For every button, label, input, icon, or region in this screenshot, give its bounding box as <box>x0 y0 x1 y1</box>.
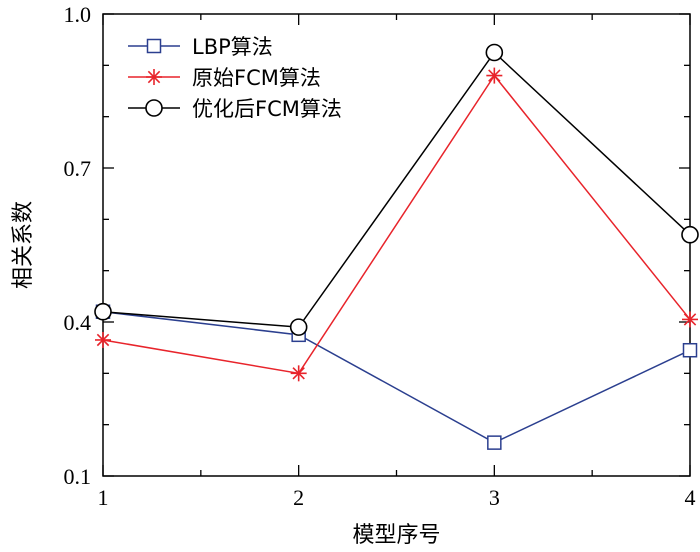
legend-item: 优化后FCM算法 <box>128 97 342 121</box>
series-layer <box>94 43 699 450</box>
y-tick-label: 0.7 <box>64 156 92 181</box>
series-1 <box>102 74 691 375</box>
y-axis-title: 相关系数 <box>11 201 36 289</box>
x-axis-title: 模型序号 <box>352 523 440 548</box>
data-point <box>682 342 698 358</box>
x-axis-ticks: 1 2 3 4 <box>98 14 696 510</box>
data-point <box>682 311 698 328</box>
legend-label: 原始FCM算法 <box>192 66 321 90</box>
data-point <box>94 302 112 321</box>
data-point <box>681 225 699 244</box>
y-tick-label: 0.1 <box>64 464 92 489</box>
x-tick-label: 4 <box>685 485 696 510</box>
asterisk-stroke <box>147 70 161 84</box>
series-markers-2 <box>94 43 699 336</box>
series-line <box>102 74 691 375</box>
data-point <box>289 318 308 336</box>
series-0 <box>102 310 691 444</box>
x-tick-label: 1 <box>98 485 109 510</box>
legend-label: 优化后FCM算法 <box>192 97 342 121</box>
data-point <box>486 67 503 84</box>
y-tick-label: 1.0 <box>64 2 92 27</box>
data-point <box>290 365 307 382</box>
data-point <box>485 43 504 62</box>
asterisk-stroke <box>292 367 305 380</box>
data-point <box>95 331 111 348</box>
asterisk-stroke <box>96 333 110 347</box>
legend-item: LBP算法 <box>128 35 273 59</box>
asterisk-stroke <box>488 69 501 82</box>
data-point <box>487 435 502 450</box>
series-markers-1 <box>95 67 698 382</box>
legend-marker <box>145 99 163 117</box>
series-line <box>102 310 691 444</box>
y-axis-ticks: 0.1 0.4 0.7 1.0 <box>64 2 690 489</box>
legend-label: LBP算法 <box>192 35 273 59</box>
y-tick-label: 0.4 <box>64 310 92 335</box>
legend-marker <box>146 38 162 54</box>
series-line <box>102 51 691 328</box>
asterisk-stroke <box>683 313 697 326</box>
legend-marker <box>146 69 162 85</box>
x-tick-label: 3 <box>489 485 500 510</box>
series-markers-0 <box>95 304 698 450</box>
x-tick-label: 2 <box>293 485 304 510</box>
series-2 <box>102 51 691 328</box>
legend-item: 原始FCM算法 <box>128 66 321 90</box>
